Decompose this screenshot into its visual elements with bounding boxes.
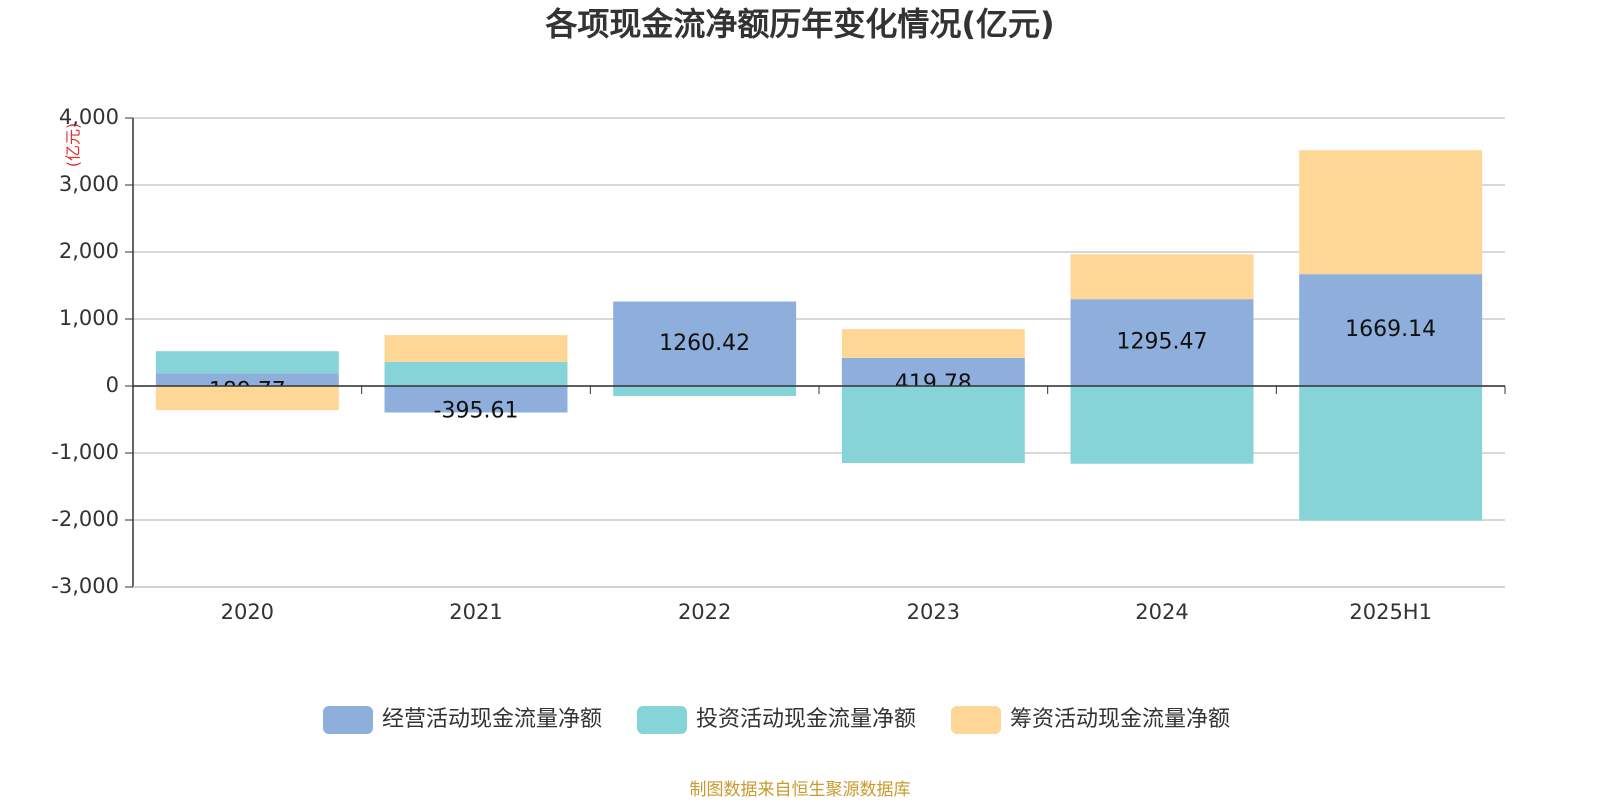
y-tick-label: -3,000 [51, 574, 119, 598]
y-unit: (亿元) [64, 123, 83, 168]
bar [155, 386, 339, 411]
bar [384, 386, 568, 413]
bar [1070, 299, 1254, 386]
bar [1299, 386, 1483, 521]
bar [384, 361, 568, 386]
y-tick-label: -2,000 [51, 507, 119, 531]
legend-label: 筹资活动现金流量净额 [1010, 707, 1230, 732]
chart-title: 各项现金流净额历年变化情况(亿元) [545, 5, 1054, 43]
y-tick-label: 4,000 [59, 105, 119, 129]
data-label: -395.61 [434, 398, 519, 423]
bar [384, 335, 568, 362]
bar [841, 386, 1025, 464]
y-tick-label: 2,000 [59, 239, 119, 263]
x-tick-label: 2020 [221, 600, 274, 624]
source-note: 制图数据来自恒生聚源数据库 [690, 780, 911, 800]
y-tick-label: 0 [106, 373, 119, 397]
bar [1070, 254, 1254, 300]
bar [1299, 274, 1483, 386]
y-tick-label: 3,000 [59, 172, 119, 196]
data-label: 1260.42 [659, 331, 750, 356]
bar [841, 357, 1025, 386]
legend-swatch [637, 706, 687, 734]
x-tick-label: 2022 [678, 600, 731, 624]
bar [1299, 150, 1483, 275]
y-tick-label: -1,000 [51, 440, 119, 464]
legend-label: 投资活动现金流量净额 [696, 707, 916, 732]
legend-swatch [323, 706, 373, 734]
x-tick-label: 2025H1 [1349, 600, 1432, 624]
bar [155, 351, 339, 374]
bar [613, 301, 797, 386]
bar [1070, 386, 1254, 464]
legend-label: 经营活动现金流量净额 [382, 707, 602, 732]
x-tick-label: 2023 [907, 600, 960, 624]
data-label: 1669.14 [1345, 317, 1436, 342]
y-tick-label: 1,000 [59, 306, 119, 330]
x-tick-label: 2021 [449, 600, 502, 624]
data-label: 1295.47 [1117, 330, 1208, 355]
x-tick-label: 2024 [1135, 600, 1188, 624]
bar [155, 373, 339, 386]
legend-swatch [951, 706, 1001, 734]
bar [841, 329, 1025, 358]
bar [613, 386, 797, 397]
